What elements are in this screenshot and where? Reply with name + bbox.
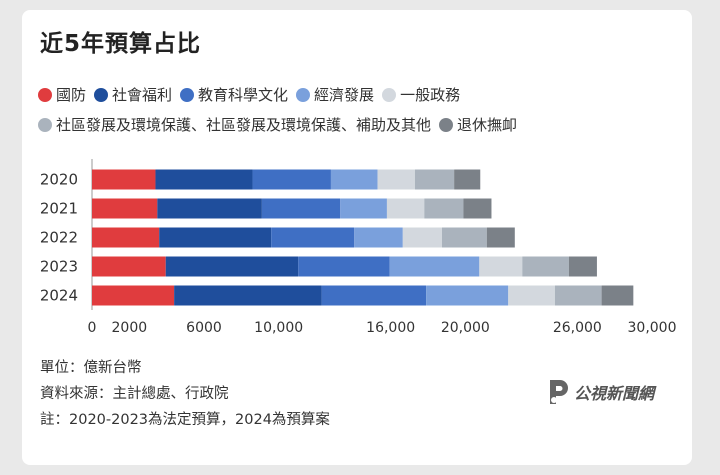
x-tick-label: 10,000 [254,320,303,336]
legend-item: 一般政務 [382,80,460,110]
unit-note: 單位：億新台幣 [40,360,142,376]
bar-segment [330,169,378,190]
x-tick-label: 2000 [112,320,148,336]
bar-segment [92,169,156,190]
bar-segment [479,256,523,277]
bar-segment [321,285,427,306]
source-note: 資料來源：主計總處、行政院 [40,386,229,402]
bar-segment [92,198,158,219]
legend-label: 教育科學文化 [198,86,289,104]
logo-text: 公視新聞網 [574,384,655,403]
legend-item: 退休撫卹 [439,110,517,140]
bar-segment [271,227,355,248]
footnote: 註：2020-2023為法定預算，2024為預算案 [40,412,330,428]
bar-segment [298,256,390,277]
y-tick-label: 2022 [40,229,78,247]
y-tick-label: 2021 [40,200,78,218]
bar-segment [252,169,331,190]
bar-segment [508,285,555,306]
bar-segment [454,169,481,190]
legend-swatch [296,88,311,102]
bar-segment [601,285,634,306]
bar-segment [157,198,262,219]
bar-segment [165,256,299,277]
bar-segment [414,169,455,190]
bar-segment [92,285,175,306]
bar-segment [389,256,480,277]
legend: 國防 社會福利 教育科學文化 經濟發展 一般政務社區發展及環境保護、社區發展及環境保護、… [38,80,678,140]
legend-item: 教育科學文化 [180,80,288,110]
chart-title: 近5年預算占比 [40,31,202,57]
bar-segment [402,227,442,248]
legend-swatch [439,118,454,132]
pts-logo-icon [550,380,568,404]
bar-segment [159,227,272,248]
legend-item: 國防 [38,80,86,110]
notes: 單位：億新台幣 資料來源：主計總處、行政院 註：2020-2023為法定預算，2… [40,355,330,433]
bar-segment [442,227,487,248]
pts-news-logo: 公視新聞網 [546,378,654,406]
bar-segment [261,198,341,219]
legend-item: 社區發展及環境保護、社區發展及環境保護、補助及其他 [38,110,431,140]
legend-swatch [94,88,109,102]
bar-segment [568,256,597,277]
legend-label: 退休撫卹 [457,116,518,134]
chart-card: 近5年預算占比 國防 社會福利 教育科學文化 經濟發展 一般政務社區發展及環境保護、社區… [22,10,692,465]
legend-swatch [38,118,52,132]
bar-segment [340,198,387,219]
bar-segment [155,169,253,190]
legend-swatch [180,88,195,102]
bar-segment [386,198,425,219]
bar-segment [522,256,569,277]
x-tick-label: 26,000 [553,320,602,336]
bar-segment [92,227,160,248]
bar-segment [174,285,322,306]
bar-segment [354,227,403,248]
y-tick-label: 2024 [40,287,78,305]
x-tick-label: 20,000 [441,320,490,336]
bar-segment [486,227,515,248]
x-tick-label: 0 [88,320,97,336]
y-tick-label: 2023 [40,258,78,276]
legend-label: 社區發展及環境保護、社區發展及環境保護、補助及其他 [56,116,432,134]
bar-segment [554,285,602,306]
bar-segment [426,285,509,306]
legend-label: 國防 [56,86,87,104]
bar-segment [377,169,415,190]
legend-label: 社會福利 [112,86,173,104]
x-tick-label: 30,000 [628,320,677,336]
bar-segment [424,198,464,219]
legend-swatch [382,88,397,102]
bar-segment [92,256,166,277]
x-tick-label: 6000 [186,320,222,336]
bar-segment [463,198,492,219]
bar-chart: 2020 2021 2022 2023 2024 0 2000 6000 10,000 16,00… [40,159,677,336]
x-tick-label: 16,000 [366,320,415,336]
y-tick-label: 2020 [40,171,78,189]
legend-swatch [38,88,52,102]
legend-label: 一般政務 [400,86,461,104]
legend-item: 社會福利 [94,80,172,110]
legend-item: 經濟發展 [296,80,374,110]
legend-label: 經濟發展 [314,86,375,104]
